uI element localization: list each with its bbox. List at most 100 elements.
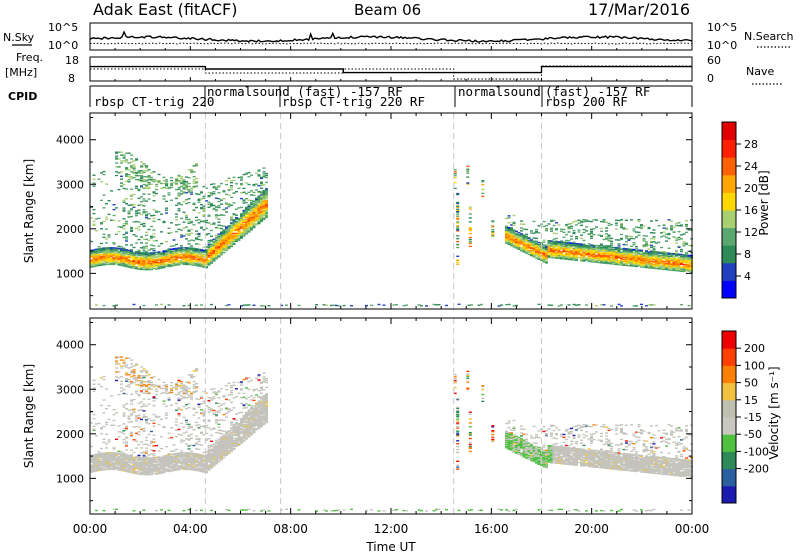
- heatmap-cell: [612, 246, 616, 249]
- heatmap-cell: [660, 232, 663, 234]
- heatmap-cell: [190, 253, 193, 255]
- heatmap-cell: [92, 265, 96, 268]
- heatmap-cell: [657, 252, 661, 254]
- heatmap-cell: [622, 258, 626, 260]
- heatmap-cell: [145, 459, 148, 461]
- heatmap-cell: [187, 468, 191, 471]
- heatmap-cell: [97, 453, 101, 455]
- heatmap-cell: [182, 387, 186, 389]
- heatmap-cell: [505, 238, 508, 240]
- heatmap-cell: [255, 217, 258, 219]
- heatmap-cell: [135, 185, 138, 187]
- heatmap-cell: [655, 259, 658, 261]
- heatmap-cell: [622, 260, 626, 262]
- heatmap-cell: [637, 255, 641, 257]
- heatmap-cell: [520, 249, 523, 252]
- heatmap-cell: [92, 468, 96, 471]
- cpid-panel: CPID rbsp CT-trig 220 normalsound (fast)…: [8, 84, 693, 109]
- heatmap-cell: [117, 455, 121, 458]
- heatmap-cell: [90, 456, 93, 459]
- heatmap-cell: [197, 468, 201, 470]
- heatmap-cell: [127, 266, 131, 268]
- heatmap-cell: [590, 250, 593, 252]
- heatmap-cell: [245, 213, 248, 215]
- heatmap-cell: [202, 195, 206, 198]
- heatmap-cell: [227, 189, 231, 191]
- heatmap-cell: [595, 248, 598, 251]
- heatmap-cell: [165, 252, 168, 255]
- heatmap-cell: [112, 465, 116, 468]
- heatmap-cell: [505, 237, 508, 239]
- heatmap-cell: [180, 234, 183, 236]
- heatmap-cell: [145, 176, 149, 178]
- heatmap-cell: [112, 413, 116, 416]
- heatmap-cell: [580, 224, 583, 227]
- heatmap-cell: [105, 250, 108, 252]
- heatmap-cell: [160, 470, 163, 472]
- heatmap-cell: [225, 239, 228, 241]
- heatmap-cell: [105, 466, 108, 469]
- heatmap-cell: [610, 242, 613, 244]
- heatmap-cell: [610, 223, 613, 226]
- heatmap-cell: [125, 152, 129, 154]
- heatmap-cell: [97, 468, 101, 471]
- heatmap-cell: [125, 461, 128, 463]
- heatmap-cell: [125, 254, 128, 256]
- heatmap-cell: [632, 305, 636, 307]
- heatmap-cell: [97, 457, 101, 459]
- heatmap-cell: [456, 215, 460, 217]
- heatmap-cell: [245, 210, 248, 213]
- heatmap-cell: [237, 232, 241, 234]
- heatmap-cell: [537, 247, 541, 250]
- heatmap-cell: [545, 260, 548, 262]
- heatmap-cell: [150, 441, 153, 443]
- heatmap-cell: [610, 240, 613, 242]
- heatmap-cell: [657, 251, 661, 253]
- heatmap-cell: [255, 207, 258, 209]
- heatmap-cell: [130, 456, 133, 458]
- heatmap-cell: [262, 197, 266, 199]
- heatmap-cell: [197, 448, 201, 451]
- heatmap-cell: [642, 239, 646, 241]
- heatmap-cell: [130, 469, 133, 471]
- heatmap-cell: [252, 213, 256, 215]
- heatmap-cell: [210, 257, 213, 259]
- heatmap-cell: [517, 234, 521, 237]
- heatmap-cell: [115, 157, 119, 159]
- heatmap-cell: [195, 193, 198, 195]
- heatmap-cell: [640, 260, 643, 262]
- heatmap-cell: [545, 251, 548, 253]
- heatmap-cell: [182, 465, 186, 468]
- heatmap-cell: [557, 224, 561, 226]
- heatmap-cell: [170, 257, 173, 259]
- heatmap-cell: [187, 456, 191, 458]
- heatmap-cell: [250, 216, 253, 218]
- heatmap-cell: [260, 204, 263, 206]
- heatmap-cell: [510, 231, 513, 233]
- heatmap-cell: [667, 258, 671, 260]
- heatmap-cell: [137, 253, 141, 256]
- heatmap-cell: [670, 269, 673, 271]
- heatmap-cell: [215, 245, 218, 247]
- heatmap-cell: [112, 419, 116, 422]
- heatmap-cell: [557, 246, 561, 249]
- heatmap-cell: [155, 416, 158, 418]
- heatmap-cell: [192, 408, 196, 410]
- heatmap-cell: [122, 255, 126, 257]
- heatmap-cell: [220, 242, 223, 244]
- heatmap-cell: [672, 256, 676, 258]
- heatmap-cell: [122, 207, 126, 209]
- heatmap-cell: [92, 178, 96, 180]
- heatmap-cell: [617, 263, 621, 265]
- heatmap-cell: [535, 248, 538, 250]
- heatmap-cell: [535, 257, 538, 259]
- heatmap-cell: [145, 264, 148, 266]
- heatmap-cell: [125, 232, 128, 234]
- heatmap-cell: [140, 460, 143, 462]
- heatmap-cell: [90, 457, 93, 459]
- heatmap-cell: [140, 452, 143, 454]
- heatmap-cell: [602, 219, 606, 221]
- heatmap-cell: [127, 176, 131, 178]
- heatmap-cell: [175, 219, 178, 221]
- heatmap-cell: [635, 260, 638, 263]
